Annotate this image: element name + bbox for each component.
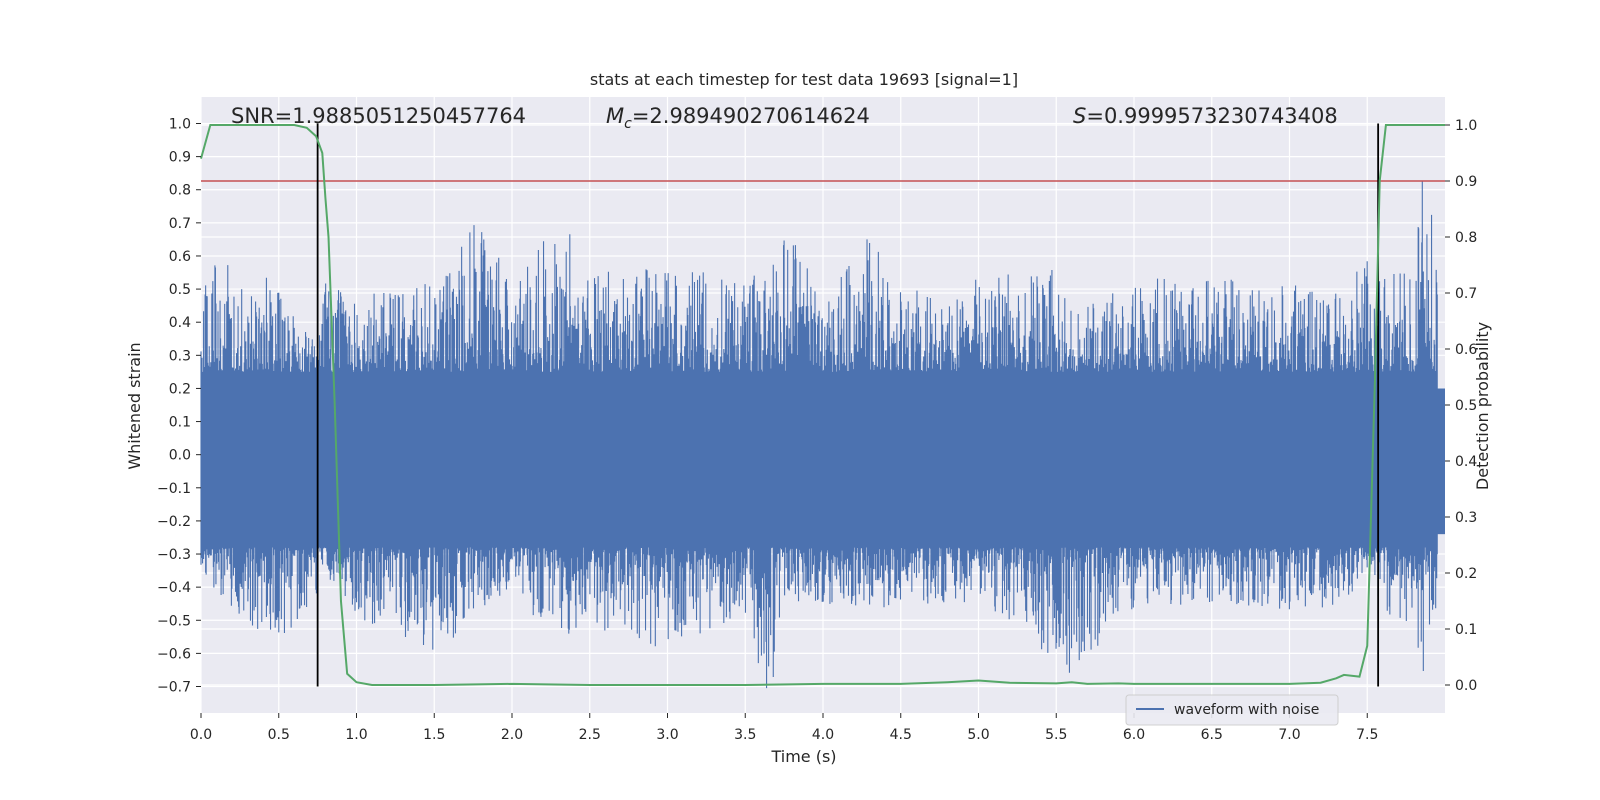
y-right-tick-label-1: 0.9 [1455, 174, 1477, 190]
snr-annotation: SNR=1.9885051250457764 [231, 104, 526, 128]
y-right-tick-label-4: 0.6 [1455, 342, 1477, 358]
x-tick-label-13: 6.5 [1201, 727, 1223, 743]
probability-line [200, 124, 1445, 686]
y-tick-label-4: 0.6 [169, 249, 191, 265]
y-tick-label-5: 0.5 [169, 282, 191, 298]
y-right-tick-label-6: 0.4 [1455, 454, 1477, 470]
y-tick-label-7: 0.3 [169, 348, 191, 364]
y-right-tick-label-7: 0.3 [1455, 510, 1477, 526]
y-tick-label-9: 0.1 [169, 415, 191, 431]
y-tick-label-17: −0.7 [157, 680, 191, 696]
x-tick-label-0: 0.0 [190, 727, 212, 743]
chirp-mass-value: =2.989490270614624 [632, 104, 870, 128]
y-tick-label-6: 0.4 [169, 315, 191, 331]
chart-title: stats at each timestep for test data 196… [590, 70, 1018, 89]
y-right-tick-label-0: 1.0 [1455, 118, 1477, 134]
x-tick-label-2: 1.0 [345, 727, 367, 743]
y-right-tick-label-2: 0.8 [1455, 230, 1477, 246]
waveform-series [200, 181, 1445, 689]
x-tick-label-3: 1.5 [423, 727, 445, 743]
y-tick-label-0: 1.0 [169, 116, 191, 132]
s-value: =0.9999573230743408 [1086, 104, 1337, 128]
s-annotation: S=0.9999573230743408 [1073, 104, 1338, 128]
s-symbol: S [1073, 104, 1086, 128]
x-tick-label-12: 6.0 [1123, 727, 1145, 743]
x-tick-label-4: 2.0 [501, 727, 523, 743]
x-tick-label-1: 0.5 [268, 727, 290, 743]
y-tick-label-1: 0.9 [169, 150, 191, 166]
chirp-mass-symbol: M [606, 104, 624, 128]
y-tick-label-12: −0.2 [157, 514, 191, 530]
x-tick-label-10: 5.0 [967, 727, 989, 743]
chirp-mass-annotation: Mc=2.989490270614624 [606, 104, 870, 132]
y-right-tick-label-5: 0.5 [1455, 398, 1477, 414]
y-axis-title: Whitened strain [125, 342, 144, 469]
y-right-tick-label-9: 0.1 [1455, 622, 1477, 638]
x-tick-label-8: 4.0 [812, 727, 834, 743]
y-tick-label-10: 0.0 [169, 448, 191, 464]
x-axis-title: Time (s) [770, 747, 836, 766]
x-tick-label-9: 4.5 [890, 727, 912, 743]
y-tick-label-13: −0.3 [157, 547, 191, 563]
probability-series [200, 124, 1445, 686]
x-tick-label-11: 5.5 [1045, 727, 1067, 743]
y-tick-label-3: 0.7 [169, 216, 191, 232]
legend-waveform-label: waveform with noise [1174, 702, 1319, 718]
legend: waveform with noise [1125, 694, 1339, 726]
y-tick-label-11: −0.1 [157, 481, 191, 497]
y-tick-label-2: 0.8 [169, 183, 191, 199]
x-tick-label-15: 7.5 [1356, 727, 1378, 743]
y-tick-label-16: −0.6 [157, 646, 191, 662]
y-tick-label-8: 0.2 [169, 381, 191, 397]
y-right-tick-label-8: 0.2 [1455, 566, 1477, 582]
x-tick-label-7: 3.5 [734, 727, 756, 743]
x-tick-label-6: 3.0 [656, 727, 678, 743]
waveform-trace [200, 181, 1438, 689]
chirp-mass-subscript: c [624, 116, 632, 132]
x-tick-label-14: 7.0 [1278, 727, 1300, 743]
y-right-tick-label-10: 0.0 [1455, 678, 1477, 694]
legend-box [1125, 694, 1339, 726]
x-tick-label-5: 2.5 [579, 727, 601, 743]
y-tick-label-14: −0.4 [157, 580, 191, 596]
y-tick-label-15: −0.5 [157, 613, 191, 629]
y-right-tick-label-3: 0.7 [1455, 286, 1477, 302]
y-right-axis-title: Detection probability [1473, 322, 1492, 490]
axis-ticks: 0.0 0.5 1.0 1.5 2.0 2.5 3.0 3.5 4.0 4.5 5.0 5.5 6.0 6… [157, 116, 1477, 743]
